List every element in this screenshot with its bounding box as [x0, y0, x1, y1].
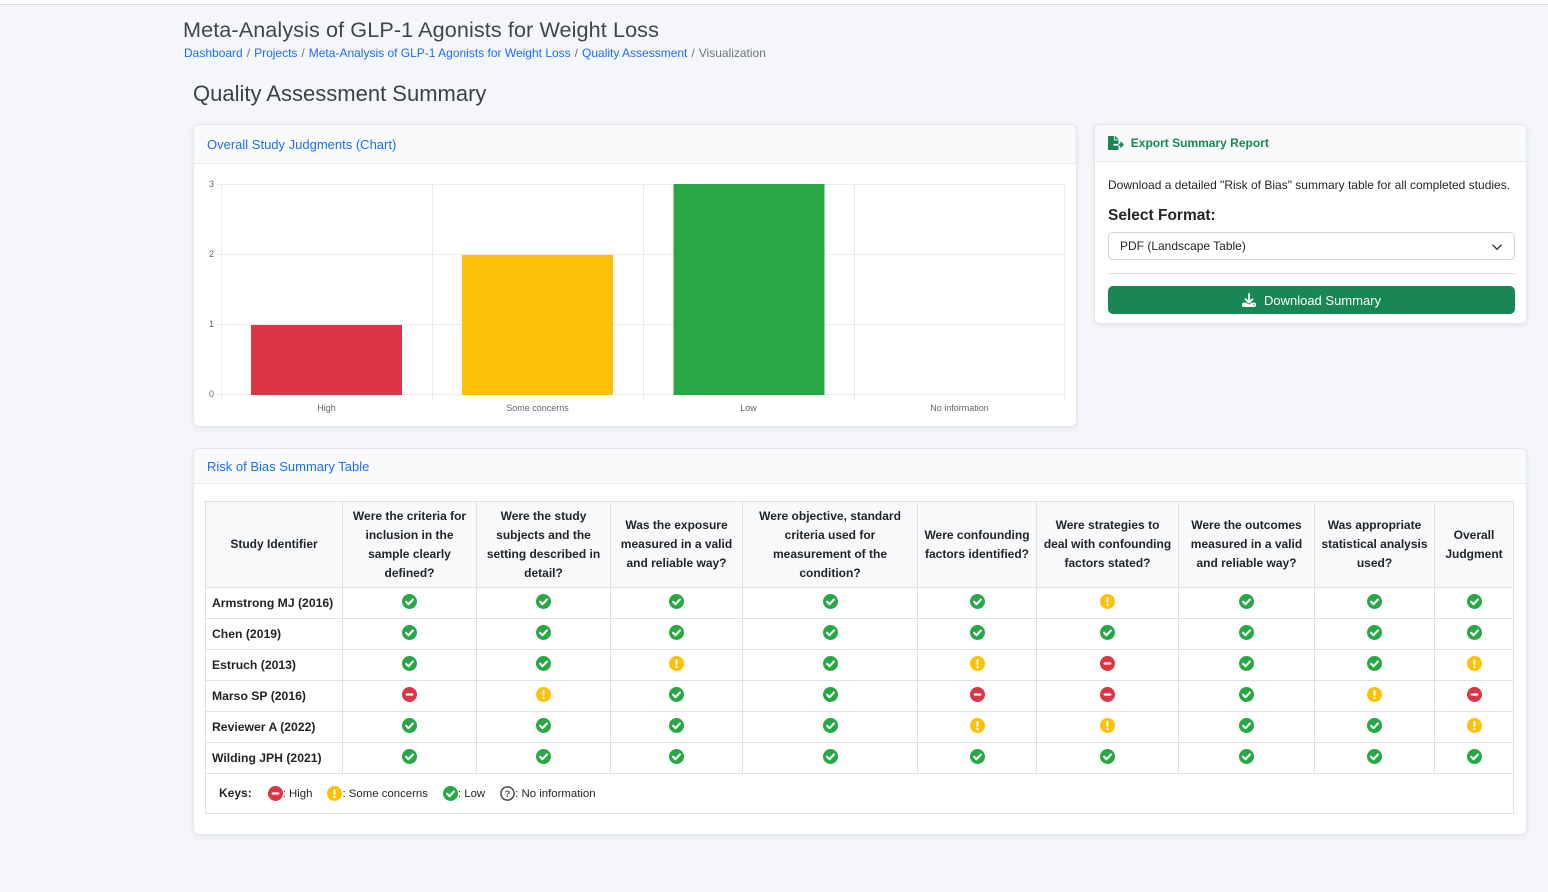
svg-text:Low: Low — [740, 403, 757, 413]
svg-text:No information: No information — [930, 403, 989, 413]
svg-text:2: 2 — [209, 249, 214, 259]
svg-text:?: ? — [505, 789, 511, 800]
svg-text:3: 3 — [209, 179, 214, 189]
svg-text:0: 0 — [209, 389, 214, 399]
svg-text:High: High — [317, 403, 336, 413]
svg-text:Some concerns: Some concerns — [506, 403, 569, 413]
svg-text:1: 1 — [209, 319, 214, 329]
